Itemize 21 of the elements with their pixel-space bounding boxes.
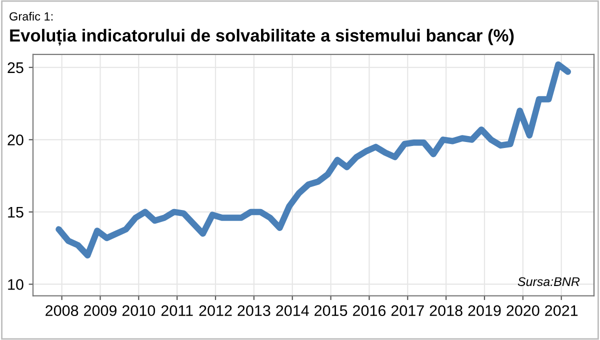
x-tick-label: 2009 (84, 305, 117, 316)
x-tick-label: 2010 (122, 305, 156, 316)
x-tick-label: 2019 (468, 305, 501, 316)
y-tick-label: 25 (8, 62, 24, 74)
x-tick-label: 2018 (430, 305, 462, 316)
x-tick-label: 2008 (46, 305, 78, 316)
x-tick-label: 2017 (391, 305, 424, 316)
chart-title: Evoluția indicatorului de solvabilitate a sistemului bancar (%) (10, 28, 514, 46)
y-tick-label: 10 (8, 279, 24, 290)
text: Grafic 1: (10, 12, 53, 21)
x-tick-label: 2012 (199, 305, 232, 316)
x-tick-label: 2020 (506, 305, 540, 316)
y-tick-label: 20 (8, 134, 24, 146)
x-tick-label: 2016 (352, 305, 386, 316)
x-tick-label: 2015 (314, 305, 348, 316)
x-tick-label: 2013 (238, 305, 270, 316)
x-tick-label: 2021 (545, 305, 578, 316)
x-tick-label: 2014 (276, 305, 309, 316)
x-tick-label: 2011 (161, 305, 193, 316)
annotation: Sursa:BNR (518, 277, 580, 286)
y-tick-label: 15 (8, 206, 24, 218)
